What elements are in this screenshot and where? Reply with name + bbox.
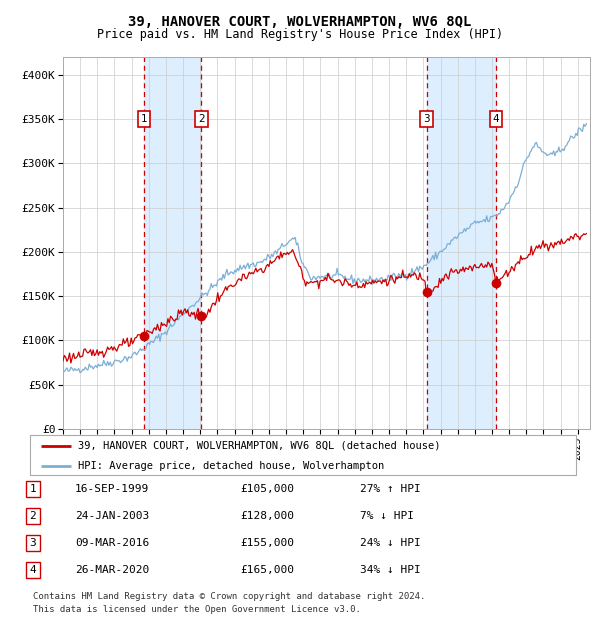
FancyBboxPatch shape — [30, 435, 576, 475]
Text: HPI: Average price, detached house, Wolverhampton: HPI: Average price, detached house, Wolv… — [78, 461, 384, 471]
Text: £165,000: £165,000 — [240, 565, 294, 575]
Text: 24-JAN-2003: 24-JAN-2003 — [75, 511, 149, 521]
Text: Price paid vs. HM Land Registry's House Price Index (HPI): Price paid vs. HM Land Registry's House … — [97, 28, 503, 41]
Text: This data is licensed under the Open Government Licence v3.0.: This data is licensed under the Open Gov… — [33, 604, 361, 614]
Bar — [427, 57, 496, 429]
Text: 24% ↓ HPI: 24% ↓ HPI — [360, 538, 421, 548]
Text: 2: 2 — [198, 114, 205, 124]
Text: 16-SEP-1999: 16-SEP-1999 — [75, 484, 149, 494]
Text: £128,000: £128,000 — [240, 511, 294, 521]
Text: 2: 2 — [29, 511, 37, 521]
Text: 39, HANOVER COURT, WOLVERHAMPTON, WV6 8QL: 39, HANOVER COURT, WOLVERHAMPTON, WV6 8Q… — [128, 15, 472, 29]
Text: 34% ↓ HPI: 34% ↓ HPI — [360, 565, 421, 575]
Text: £155,000: £155,000 — [240, 538, 294, 548]
Text: 09-MAR-2016: 09-MAR-2016 — [75, 538, 149, 548]
Text: 27% ↑ HPI: 27% ↑ HPI — [360, 484, 421, 494]
Text: 39, HANOVER COURT, WOLVERHAMPTON, WV6 8QL (detached house): 39, HANOVER COURT, WOLVERHAMPTON, WV6 8Q… — [78, 440, 440, 451]
Text: 1: 1 — [140, 114, 147, 124]
Text: 26-MAR-2020: 26-MAR-2020 — [75, 565, 149, 575]
Text: 3: 3 — [423, 114, 430, 124]
Text: 1: 1 — [29, 484, 37, 494]
Bar — [144, 57, 202, 429]
Text: 4: 4 — [493, 114, 499, 124]
Text: Contains HM Land Registry data © Crown copyright and database right 2024.: Contains HM Land Registry data © Crown c… — [33, 592, 425, 601]
Text: 3: 3 — [29, 538, 37, 548]
Text: £105,000: £105,000 — [240, 484, 294, 494]
Text: 4: 4 — [29, 565, 37, 575]
Text: 7% ↓ HPI: 7% ↓ HPI — [360, 511, 414, 521]
